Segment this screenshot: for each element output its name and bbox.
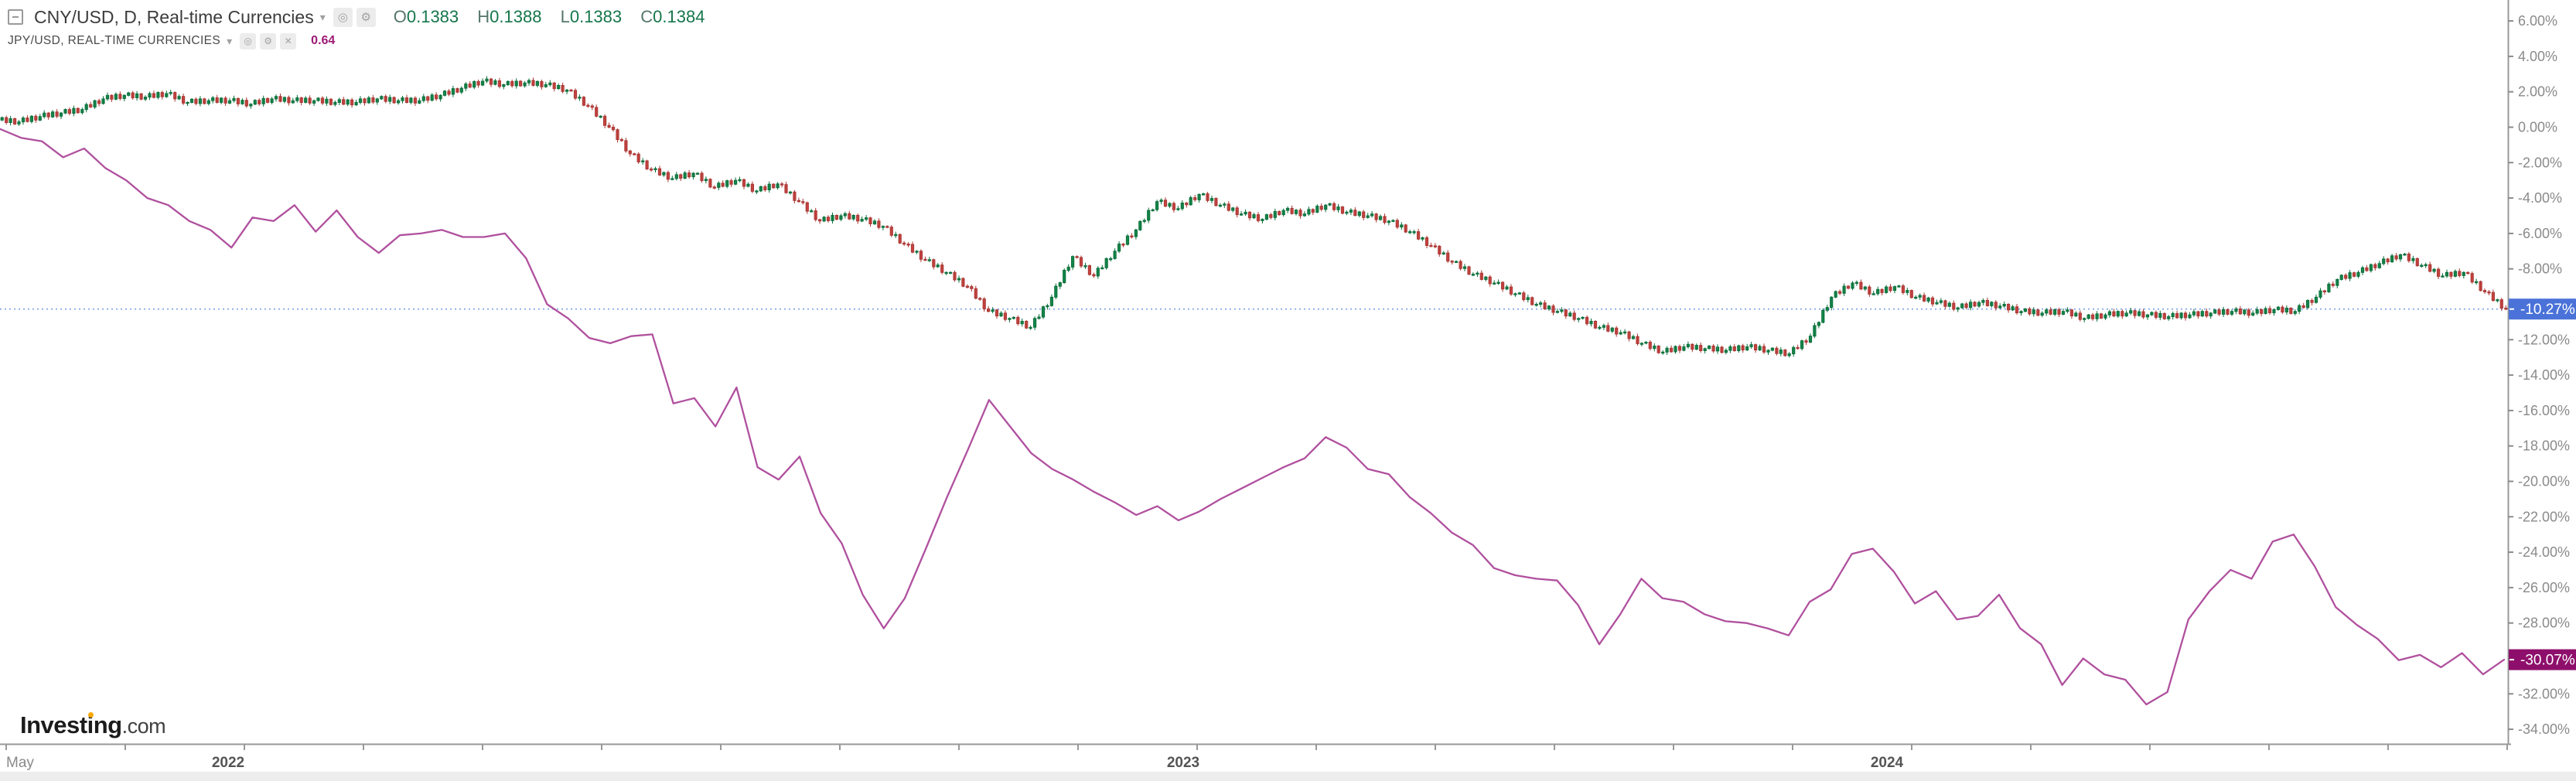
svg-text:-4.00%: -4.00% <box>2518 190 2562 206</box>
svg-text:-16.00%: -16.00% <box>2518 403 2570 418</box>
svg-text:-10.27%: -10.27% <box>2520 302 2575 318</box>
visibility-icon[interactable]: ◎ <box>240 32 257 49</box>
symbol-title-jpyusd[interactable]: JPY/USD, REAL-TIME CURRENCIES <box>8 34 221 47</box>
close-value: 0.1384 <box>653 7 705 26</box>
svg-text:-18.00%: -18.00% <box>2518 438 2570 454</box>
ohlc-readout: O0.1383 H0.1388 L0.1383 C0.1384 <box>394 7 719 27</box>
svg-text:6.00%: 6.00% <box>2518 13 2557 29</box>
svg-text:0.00%: 0.00% <box>2518 120 2557 135</box>
svg-text:-2.00%: -2.00% <box>2518 155 2562 170</box>
svg-text:-8.00%: -8.00% <box>2518 261 2562 277</box>
indicator-value: 0.64 <box>311 34 336 47</box>
high-label: H <box>477 7 490 26</box>
svg-text:-26.00%: -26.00% <box>2518 580 2570 595</box>
svg-text:2022: 2022 <box>212 755 244 771</box>
logo-orange-dot-icon <box>87 712 94 718</box>
svg-text:2.00%: 2.00% <box>2518 84 2557 100</box>
low-value: 0.1383 <box>569 7 623 26</box>
collapse-legend-icon[interactable] <box>8 9 23 25</box>
svg-text:2023: 2023 <box>1167 755 1199 771</box>
svg-text:2024: 2024 <box>1871 755 1904 771</box>
gear-icon[interactable]: ⚙ <box>260 32 277 49</box>
symbol-title-cnyusd[interactable]: CNY/USD, D, Real-time Currencies <box>34 6 314 27</box>
logo-brand-text: Investi ng <box>20 711 122 738</box>
chevron-down-icon[interactable]: ▾ <box>319 10 326 23</box>
svg-text:-30.07%: -30.07% <box>2520 653 2575 669</box>
svg-text:-24.00%: -24.00% <box>2518 544 2570 560</box>
close-icon[interactable]: ✕ <box>280 32 297 49</box>
legend-row-cnyusd: CNY/USD, D, Real-time Currencies ▾ ◎ ⚙ O… <box>8 5 718 29</box>
investing-logo[interactable]: Investi ng.com <box>20 711 166 739</box>
svg-text:-20.00%: -20.00% <box>2518 474 2570 489</box>
close-label: C <box>640 7 653 26</box>
open-value: 0.1383 <box>406 7 459 26</box>
svg-text:-22.00%: -22.00% <box>2518 509 2570 524</box>
svg-text:-32.00%: -32.00% <box>2518 686 2570 701</box>
chevron-down-icon[interactable]: ▾ <box>227 34 233 47</box>
svg-text:-12.00%: -12.00% <box>2518 332 2570 347</box>
logo-tld-text: .com <box>121 714 166 738</box>
svg-text:-6.00%: -6.00% <box>2518 226 2562 241</box>
svg-text:-34.00%: -34.00% <box>2518 721 2570 737</box>
high-value: 0.1388 <box>490 7 542 26</box>
gear-icon[interactable]: ⚙ <box>356 7 376 27</box>
svg-text:May: May <box>6 755 34 771</box>
minus-icon <box>12 16 19 18</box>
svg-text:-28.00%: -28.00% <box>2518 616 2570 631</box>
low-label: L <box>560 7 570 26</box>
visibility-icon[interactable]: ◎ <box>333 7 353 27</box>
legend-row-jpyusd: JPY/USD, REAL-TIME CURRENCIES ▾ ◎ ⚙ ✕ 0.… <box>8 31 718 51</box>
chart-legend: CNY/USD, D, Real-time Currencies ▾ ◎ ⚙ O… <box>8 5 718 51</box>
svg-text:4.00%: 4.00% <box>2518 49 2557 64</box>
svg-text:-14.00%: -14.00% <box>2518 367 2570 383</box>
open-label: O <box>393 7 407 26</box>
